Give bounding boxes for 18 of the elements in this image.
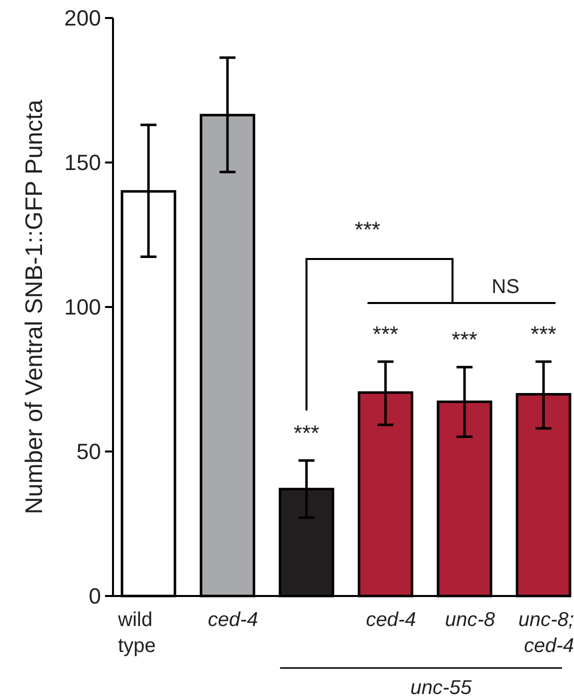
annotation: NS [492, 276, 520, 298]
x-tick-label: unc-8 [444, 609, 495, 631]
annotation: *** [354, 217, 381, 242]
y-tick-label: 50 [76, 439, 101, 464]
annotation: *** [530, 322, 557, 347]
x-tick-label: ced-4 [208, 609, 258, 631]
y-tick-label: 0 [88, 584, 101, 609]
y-tick-label: 150 [64, 150, 101, 176]
y-tick-label: 200 [64, 6, 101, 31]
y-tick-label: 100 [64, 294, 101, 320]
x-tick-label: unc-8; ced-4 [518, 609, 574, 657]
x-tick-label: ced-4 [366, 609, 416, 631]
annotation: *** [452, 327, 478, 352]
x-tick-label: wild type [117, 609, 156, 657]
annotation: *** [372, 322, 399, 347]
y-axis-title: Number of Ventral SNB-1::GFP Puncta [21, 99, 48, 514]
text: unc-55 [410, 677, 472, 699]
annotation: *** [294, 420, 320, 446]
